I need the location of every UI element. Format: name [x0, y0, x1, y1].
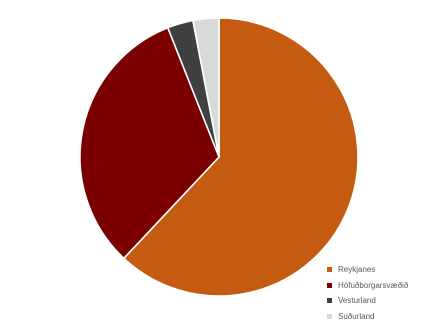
legend-swatch-hofudborgarsvaedid	[327, 282, 332, 288]
legend-label-sudurland: Suðurland	[338, 311, 375, 321]
legend-item-sudurland: Suðurland	[327, 309, 408, 325]
legend-swatch-sudurland	[327, 313, 332, 319]
pie-slice-hofudborgarsvaedid	[79, 26, 220, 260]
pie-slice-sudurland	[192, 17, 220, 158]
legend-item-reykjanes: Reykjanes	[327, 262, 408, 278]
chart-legend: Reykjanes Höfuðborgarsvæðið Vesturland S…	[327, 262, 408, 324]
legend-label-hofudborgarsvaedid: Höfuðborgarsvæðið	[338, 280, 409, 290]
legend-item-vesturland: Vesturland	[327, 293, 408, 309]
legend-swatch-reykjanes	[327, 267, 332, 273]
legend-item-hofudborgarsvaedid: Höfuðborgarsvæðið	[327, 278, 408, 294]
pie-slice-reykjanes	[122, 17, 359, 297]
legend-label-reykjanes: Reykjanes	[338, 265, 376, 274]
legend-swatch-vesturland	[327, 298, 332, 304]
legend-label-vesturland: Vesturland	[338, 296, 376, 305]
